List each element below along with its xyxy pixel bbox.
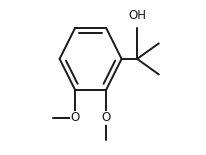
Text: O: O bbox=[102, 111, 111, 124]
Text: O: O bbox=[70, 111, 80, 124]
Text: OH: OH bbox=[128, 9, 146, 22]
